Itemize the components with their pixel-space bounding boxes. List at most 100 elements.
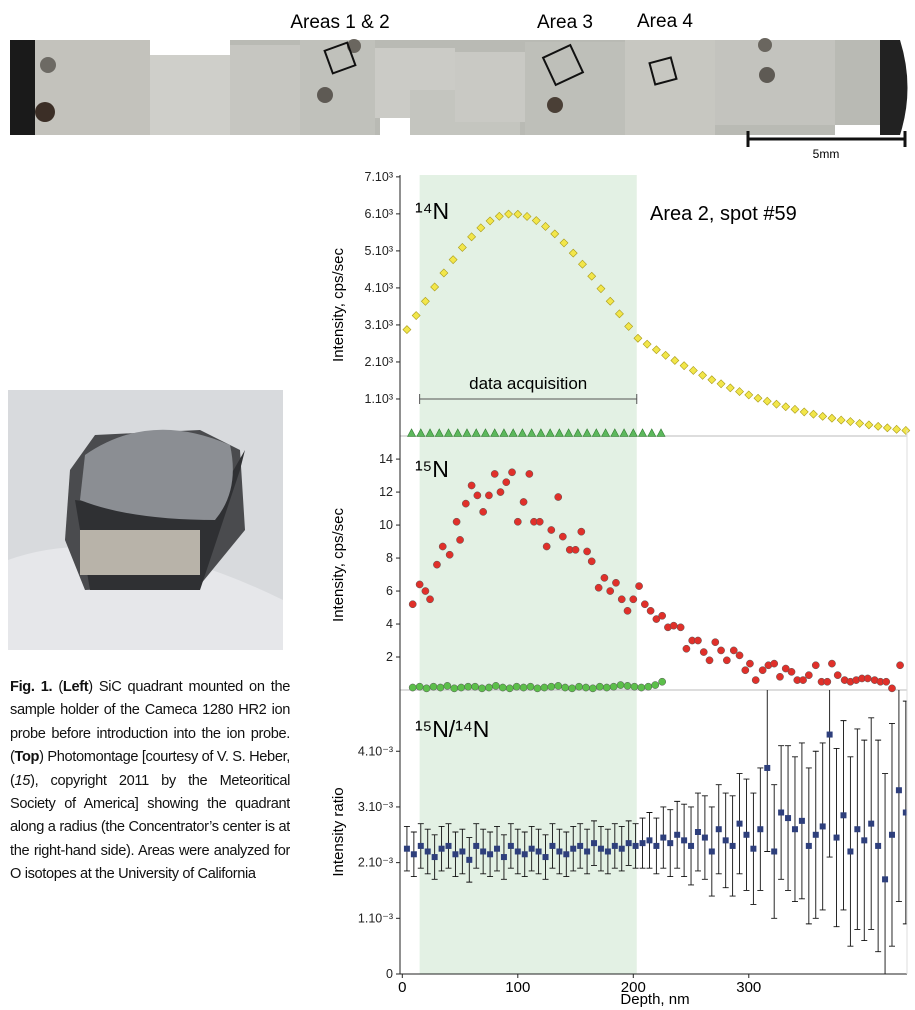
data-point: [625, 840, 632, 847]
y-tick-label: 6: [386, 584, 393, 598]
data-point: [624, 321, 634, 331]
data-point: [638, 428, 648, 437]
data-point: [584, 848, 591, 855]
data-point: [452, 851, 459, 858]
y-tick-label: 4: [386, 617, 393, 631]
area-label: Area 4: [637, 11, 693, 32]
data-point: [633, 333, 643, 343]
data-point: [757, 826, 764, 833]
x-axis-title: Depth, nm: [620, 991, 689, 1008]
data-point: [642, 339, 652, 349]
data-point: [868, 820, 875, 827]
data-point: [804, 671, 813, 680]
data-point: [496, 488, 505, 496]
x-tick-label: 100: [505, 979, 530, 996]
data-point: [707, 375, 717, 385]
data-point: [410, 851, 417, 858]
data-point: [847, 848, 854, 855]
data-point: [591, 428, 601, 437]
data-point: [439, 268, 449, 278]
data-point: [833, 834, 840, 841]
data-point: [485, 683, 493, 692]
data-point: [864, 420, 874, 430]
data-point: [514, 848, 521, 855]
data-point: [679, 361, 689, 371]
data-point: [476, 223, 486, 233]
data-point: [535, 848, 542, 855]
data-point: [462, 428, 472, 437]
data-point: [558, 532, 567, 541]
data-point: [629, 595, 638, 604]
plot: data acquisition 1.10³ 2.10³ 3.10³ 4.10³ 5.10…: [358, 170, 911, 996]
data-point: [466, 856, 473, 863]
data-point: [533, 684, 542, 693]
data-point: [448, 255, 458, 265]
data-point: [744, 390, 754, 400]
data-point: [556, 848, 563, 855]
data-point: [571, 545, 580, 554]
data-point: [762, 396, 772, 406]
data-point: [508, 428, 518, 437]
acquisition-label: data acquisition: [469, 374, 587, 393]
panel-label: ¹⁵N/¹⁴N: [415, 716, 489, 742]
data-point: [725, 383, 735, 393]
data-point: [694, 829, 701, 835]
scale-bar: [746, 131, 907, 147]
data-point: [600, 573, 609, 582]
data-point: [487, 851, 494, 858]
data-point: [771, 848, 778, 855]
data-point: [896, 661, 904, 670]
y-tick-label: 8: [386, 551, 393, 565]
data-point: [473, 491, 482, 500]
data-point: [583, 547, 591, 556]
data-point: [402, 325, 412, 335]
data-point: [776, 672, 784, 681]
data-point: [433, 560, 441, 569]
data-point: [550, 229, 560, 239]
data-point: [854, 826, 861, 833]
data-point: [661, 350, 671, 360]
data-point: [882, 876, 889, 883]
y-tick-label: 3.10³: [365, 318, 394, 332]
data-point: [681, 837, 688, 844]
data-point: [479, 508, 488, 516]
data-point: [570, 845, 577, 852]
data-point: [611, 842, 618, 849]
data-point: [694, 636, 702, 645]
data-point: [741, 666, 750, 675]
data-point: [653, 842, 660, 849]
data-point: [601, 428, 611, 437]
data-point: [610, 428, 620, 437]
data-point: [522, 212, 532, 221]
caption-text: ) SiC quadrant mounted on the sample hol…: [10, 679, 290, 766]
data-point: [473, 842, 480, 849]
data-point: [575, 682, 583, 691]
data-point: [424, 848, 431, 855]
data-point: [450, 684, 459, 693]
data-point: [688, 842, 695, 849]
data-point: [453, 428, 463, 437]
data-point: [781, 664, 790, 673]
data-point: [407, 428, 417, 437]
data-point: [787, 668, 796, 676]
data-point: [811, 661, 820, 670]
data-point: [609, 682, 618, 691]
data-point: [490, 428, 500, 437]
data-point: [658, 677, 667, 686]
data-point: [635, 582, 643, 590]
y-tick-label: 0: [386, 967, 393, 981]
data-point: [698, 370, 708, 380]
data-point: [623, 682, 632, 690]
data-point: [415, 580, 424, 589]
data-point: [426, 595, 434, 604]
y-tick-label: 3.10⁻³: [358, 800, 393, 814]
data-point: [798, 817, 805, 824]
data-point: [729, 842, 736, 849]
y-tick-label: 10: [379, 518, 393, 532]
data-point: [457, 683, 466, 692]
data-point: [549, 842, 556, 849]
data-point: [743, 831, 750, 838]
data-point: [699, 648, 708, 656]
data-point: [519, 683, 528, 692]
data-point: [651, 681, 660, 689]
